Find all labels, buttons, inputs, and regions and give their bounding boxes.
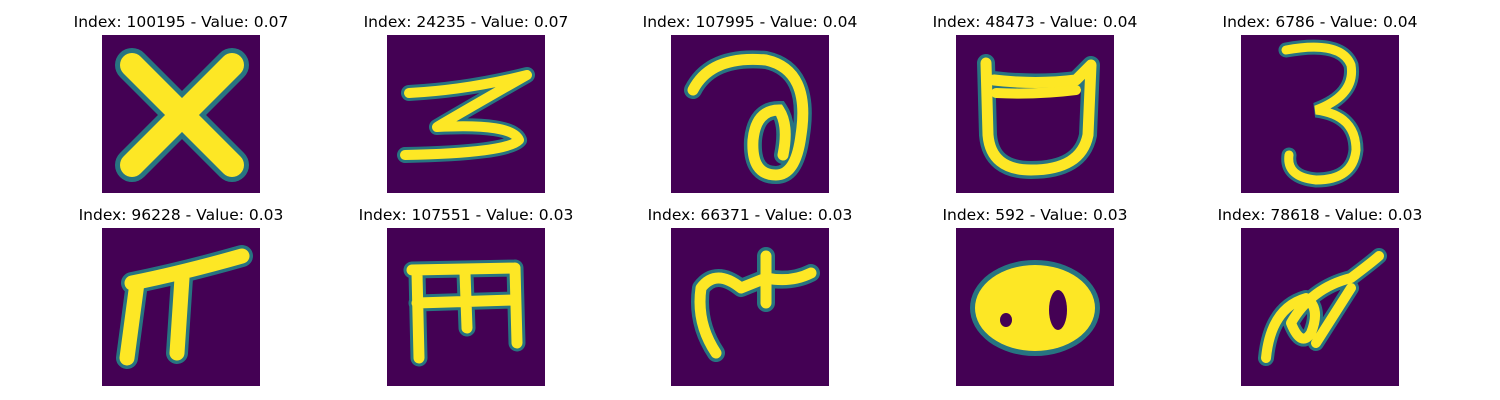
panel-title: Index: 78618 - Value: 0.03 bbox=[1217, 206, 1423, 224]
pi-shape-icon bbox=[102, 228, 260, 386]
swirl-shape-icon bbox=[1241, 228, 1399, 386]
three-shape-icon bbox=[1241, 35, 1399, 193]
panel-title: Index: 96228 - Value: 0.03 bbox=[78, 206, 284, 224]
panel-title: Index: 107995 - Value: 0.04 bbox=[642, 13, 858, 31]
hook-cross-shape-icon bbox=[671, 228, 829, 386]
panel-title: Index: 48473 - Value: 0.04 bbox=[932, 13, 1138, 31]
zigzag-s-icon bbox=[387, 35, 545, 193]
x-shape-icon bbox=[102, 35, 260, 193]
panel-title: Index: 107551 - Value: 0.03 bbox=[358, 206, 574, 224]
panel-title: Index: 6786 - Value: 0.04 bbox=[1222, 13, 1418, 31]
blob-eight-shape-icon bbox=[956, 228, 1114, 386]
panel-title: Index: 100195 - Value: 0.07 bbox=[73, 13, 289, 31]
panel-title: Index: 66371 - Value: 0.03 bbox=[647, 206, 853, 224]
loop-a-icon bbox=[671, 35, 829, 193]
e-comb-shape-icon bbox=[387, 228, 545, 386]
cup-shape-icon bbox=[956, 35, 1114, 193]
panel-title: Index: 592 - Value: 0.03 bbox=[942, 206, 1128, 224]
panel-title: Index: 24235 - Value: 0.07 bbox=[363, 13, 569, 31]
